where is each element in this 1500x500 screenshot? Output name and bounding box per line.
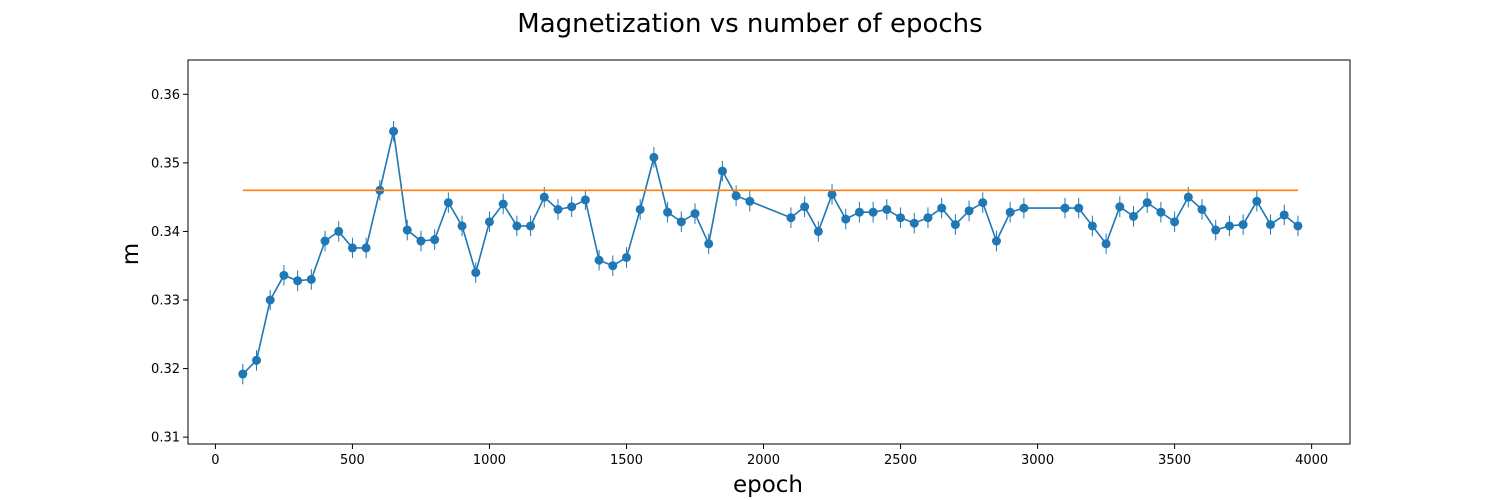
data-point bbox=[841, 214, 851, 224]
data-point bbox=[786, 213, 796, 223]
data-point bbox=[621, 252, 631, 262]
data-point bbox=[252, 355, 262, 365]
y-tick-label: 0.32 bbox=[151, 362, 180, 377]
data-point bbox=[1087, 221, 1097, 231]
x-tick-label: 4000 bbox=[1295, 453, 1328, 468]
x-tick-label: 0 bbox=[211, 453, 219, 468]
data-point bbox=[649, 152, 659, 162]
data-point bbox=[430, 235, 440, 245]
data-point bbox=[937, 203, 947, 213]
data-point bbox=[964, 206, 974, 216]
y-tick-label: 0.34 bbox=[151, 225, 180, 240]
data-point bbox=[690, 209, 700, 219]
data-point bbox=[991, 236, 1001, 246]
data-point bbox=[512, 221, 522, 231]
data-point bbox=[663, 207, 673, 217]
data-point bbox=[1293, 221, 1303, 231]
data-point bbox=[1101, 239, 1111, 249]
data-point bbox=[827, 189, 837, 199]
data-point bbox=[1266, 220, 1276, 230]
data-point bbox=[704, 239, 714, 249]
data-point bbox=[265, 295, 275, 305]
data-point bbox=[1005, 207, 1015, 217]
data-point bbox=[484, 217, 494, 227]
data-point bbox=[320, 236, 330, 246]
data-point bbox=[717, 166, 727, 176]
data-point bbox=[443, 198, 453, 208]
data-point bbox=[854, 207, 864, 217]
data-point bbox=[978, 198, 988, 208]
y-axis: 0.31 0.32 0.33 0.34 0.35 0.36 bbox=[151, 88, 188, 446]
data-point bbox=[1156, 207, 1166, 217]
data-point bbox=[402, 225, 412, 235]
x-tick-label: 3500 bbox=[1158, 453, 1191, 468]
data-point bbox=[950, 220, 960, 230]
data-point bbox=[1074, 203, 1084, 213]
data-point bbox=[745, 196, 755, 206]
data-point bbox=[1279, 210, 1289, 220]
data-point bbox=[471, 268, 481, 278]
data-point bbox=[306, 274, 316, 284]
y-tick-label: 0.35 bbox=[151, 156, 180, 171]
x-tick-label: 500 bbox=[340, 453, 365, 468]
data-point bbox=[1060, 203, 1070, 213]
data-point bbox=[1115, 202, 1125, 212]
x-tick-label: 1500 bbox=[610, 453, 643, 468]
data-point bbox=[1197, 204, 1207, 214]
data-point bbox=[868, 207, 878, 217]
data-point bbox=[923, 213, 933, 223]
data-point bbox=[457, 221, 467, 231]
data-point bbox=[608, 261, 618, 271]
data-point bbox=[553, 204, 563, 214]
data-point bbox=[676, 217, 686, 227]
data-point bbox=[580, 195, 590, 205]
x-tick-label: 2500 bbox=[884, 453, 917, 468]
plot-area bbox=[187, 59, 1351, 445]
data-point bbox=[1170, 217, 1180, 227]
data-point bbox=[238, 369, 248, 379]
x-tick-label: 1000 bbox=[473, 453, 506, 468]
y-axis-label: m bbox=[118, 243, 144, 265]
data-point bbox=[334, 226, 344, 236]
data-point bbox=[896, 213, 906, 223]
data-point bbox=[882, 204, 892, 214]
x-axis: 0 500 1000 1500 2000 2500 3000 3500 4000 bbox=[211, 444, 1328, 468]
x-axis-label: epoch bbox=[733, 472, 803, 498]
data-point bbox=[635, 204, 645, 214]
data-point bbox=[361, 243, 371, 253]
x-tick-label: 2000 bbox=[747, 453, 780, 468]
data-point bbox=[279, 270, 289, 280]
data-point bbox=[1128, 211, 1138, 221]
plot-frame bbox=[187, 59, 1351, 445]
data-point bbox=[1252, 196, 1262, 206]
data-point bbox=[416, 236, 426, 246]
data-point bbox=[389, 126, 399, 136]
data-point bbox=[594, 255, 604, 265]
data-point bbox=[1142, 198, 1152, 208]
x-tick-label: 3000 bbox=[1021, 453, 1054, 468]
chart-title: Magnetization vs number of epochs bbox=[517, 9, 982, 39]
data-point bbox=[1211, 225, 1221, 235]
data-point bbox=[731, 191, 741, 201]
data-point bbox=[1019, 203, 1029, 213]
data-point bbox=[1224, 221, 1234, 231]
data-point bbox=[539, 192, 549, 202]
data-point bbox=[1238, 220, 1248, 230]
series-line bbox=[242, 131, 1299, 375]
data-point bbox=[909, 218, 919, 228]
data-point bbox=[347, 243, 357, 253]
data-point bbox=[293, 276, 303, 286]
y-tick-label: 0.33 bbox=[151, 294, 180, 309]
data-point bbox=[1183, 192, 1193, 202]
data-point bbox=[498, 199, 508, 209]
y-tick-label: 0.31 bbox=[151, 431, 180, 446]
data-point bbox=[526, 221, 536, 231]
data-point bbox=[567, 202, 577, 212]
data-point bbox=[813, 226, 823, 236]
data-point bbox=[800, 202, 810, 212]
y-tick-label: 0.36 bbox=[151, 88, 180, 103]
series-0 bbox=[238, 121, 1303, 385]
